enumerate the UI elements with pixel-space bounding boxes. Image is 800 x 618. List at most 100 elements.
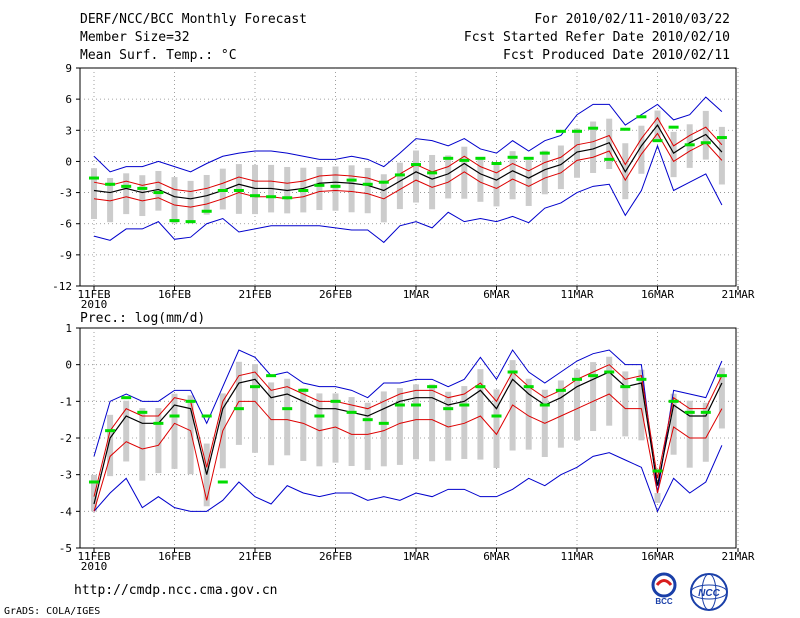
y-tick-label: 1 <box>65 322 72 335</box>
bcc-logo: BCC <box>651 572 677 606</box>
x-tick-label: 21FEB <box>238 288 271 301</box>
ensemble-mean-line <box>93 124 723 200</box>
x-tick-label: 21FEB <box>238 550 271 563</box>
source-url[interactable]: http://cmdp.ncc.cma.gov.cn <box>74 583 278 598</box>
ensemble-box <box>252 164 258 215</box>
ensemble-box <box>203 443 210 507</box>
y-tick-label: 0 <box>65 155 72 168</box>
ensemble-box <box>348 397 355 467</box>
panel-temperature <box>76 67 739 290</box>
ensemble-box <box>235 361 242 445</box>
y-tick-label: -1 <box>59 395 72 408</box>
ensemble-box <box>525 378 532 450</box>
x-tick-label: 1MAR <box>403 288 430 301</box>
ensemble-box <box>445 391 452 461</box>
y-tick-label: -12 <box>52 280 72 293</box>
ensemble-box <box>686 400 693 468</box>
ensemble-box <box>316 166 323 211</box>
x-tick-label: 16FEB <box>158 550 191 563</box>
ensemble-box <box>445 155 452 199</box>
ensemble-box <box>332 393 339 463</box>
forecast-produced-date: Fcst Produced Date 2010/02/11 <box>503 48 730 63</box>
y-tick-label: 0 <box>65 359 72 372</box>
ensemble-box <box>139 175 146 217</box>
ensemble-box <box>670 393 677 455</box>
ensemble-box <box>187 180 194 224</box>
ensemble-box <box>574 128 580 178</box>
ensemble-box <box>493 162 500 207</box>
ensemble-box <box>493 389 500 468</box>
ncc-logo: NCC <box>690 573 728 611</box>
ensemble-box <box>107 414 114 477</box>
ensemble-box <box>557 145 564 190</box>
ensemble-box <box>300 388 307 461</box>
ensemble-box <box>670 131 677 178</box>
y-tick-label: -6 <box>59 218 72 231</box>
ensemble-box <box>364 167 371 214</box>
x-tick-label: 11MAR <box>560 550 593 563</box>
ensemble-box <box>348 165 355 213</box>
precip-variable-label: Prec.: log(mm/d) <box>80 311 205 326</box>
x-tick-label: 21MAR <box>721 288 754 301</box>
ensemble-box <box>155 408 162 474</box>
plot-frame <box>79 67 737 287</box>
maximum-line <box>93 96 723 173</box>
x-tick-label: 16FEB <box>158 288 191 301</box>
ensemble-box <box>123 400 130 462</box>
lower-spread-line <box>93 132 723 208</box>
ensemble-box <box>606 356 613 426</box>
ensemble-box <box>364 402 371 470</box>
ensemble-box <box>590 121 597 173</box>
x-tick-label: 26FEB <box>319 550 352 563</box>
ensemble-box <box>235 164 242 214</box>
ensemble-mean-line <box>93 371 723 505</box>
member-size: Member Size=32 <box>80 30 190 45</box>
y-tick-label: -9 <box>59 249 72 262</box>
x-tick-label: 11FEB <box>77 550 110 563</box>
y-tick-label: -5 <box>59 542 72 555</box>
ensemble-box <box>396 162 403 210</box>
ensemble-box <box>477 157 484 202</box>
ensemble-box <box>91 474 97 512</box>
minimum-line <box>93 445 723 513</box>
ensemble-box <box>396 388 403 465</box>
ensemble-box <box>718 126 725 185</box>
ensemble-box <box>557 380 564 448</box>
maximum-line <box>93 349 723 494</box>
lower-spread-line <box>93 393 723 512</box>
y-tick-label: 6 <box>65 93 72 106</box>
ensemble-box <box>268 382 275 466</box>
ensemble-box <box>429 384 436 462</box>
ensemble-box <box>107 178 114 223</box>
ensemble-box <box>509 151 516 200</box>
panel-precipitation <box>76 327 739 552</box>
ensemble-box <box>171 393 178 469</box>
x-year-label: 2010 <box>81 298 108 311</box>
forecast-start-date: Fcst Started Refer Date 2010/02/10 <box>463 30 730 45</box>
x-tick-label: 11MAR <box>560 288 593 301</box>
ensemble-box <box>574 369 580 441</box>
x-tick-label: 26FEB <box>319 288 352 301</box>
y-tick-label: 9 <box>65 62 72 75</box>
ensemble-box <box>316 393 323 467</box>
ensemble-box <box>187 395 194 475</box>
x-tick-label: 6MAR <box>483 550 510 563</box>
ensemble-box <box>461 386 468 459</box>
ensemble-box <box>380 391 387 467</box>
ensemble-box <box>413 150 419 203</box>
x-tick-label: 1MAR <box>403 550 430 563</box>
ensemble-box <box>638 125 645 174</box>
ensemble-box <box>203 174 210 215</box>
x-tick-label: 16MAR <box>641 550 674 563</box>
y-tick-label: -3 <box>59 469 72 482</box>
ensemble-box <box>91 168 97 219</box>
y-tick-label: -4 <box>59 505 73 518</box>
upper-spread-line <box>93 116 723 193</box>
ensemble-box <box>155 170 162 211</box>
bcc-logo-text: BCC <box>655 597 673 606</box>
ncc-logo-text: NCC <box>698 588 720 599</box>
ensemble-box <box>525 160 532 206</box>
x-tick-label: 21MAR <box>721 550 754 563</box>
minimum-line <box>93 144 723 244</box>
